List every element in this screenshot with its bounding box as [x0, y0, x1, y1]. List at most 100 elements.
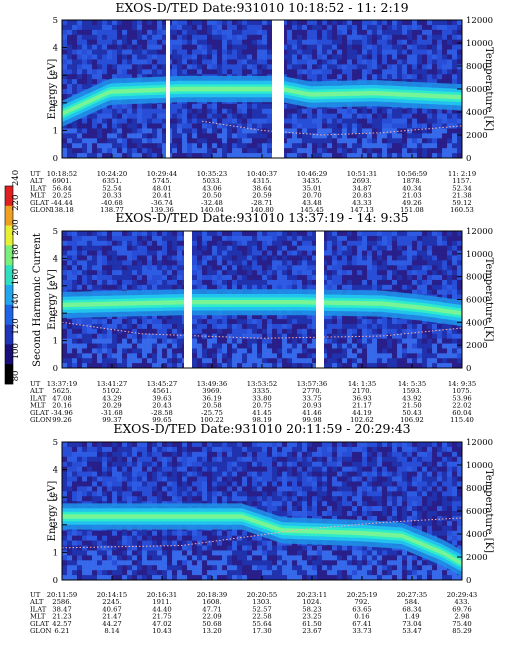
- y2-axis-label: Temperature [K]: [483, 469, 494, 553]
- table-cell: 13:41:27: [97, 380, 128, 388]
- table-cell: 35.01: [302, 184, 321, 192]
- table-row-label: UT: [30, 170, 41, 178]
- table-cell: 138.18: [50, 206, 74, 214]
- y-axis-label: Energy [eV]: [47, 269, 58, 330]
- y-tick-label: 0: [53, 364, 58, 374]
- table-cell: 100.22: [200, 416, 224, 424]
- colorbar-tick-label: 140: [11, 294, 21, 310]
- y2-tick-label: 6000: [466, 507, 488, 517]
- table-cell: 1024.: [302, 598, 321, 606]
- table-cell: 40.34: [402, 184, 421, 192]
- y2-tick-label: 12000: [466, 16, 493, 26]
- orbit-table: UTALTILATMLTGLATGLON20:11:592586.38.4721…: [29, 591, 477, 635]
- table-row-label: UT: [30, 380, 41, 388]
- table-cell: 3335.: [252, 387, 271, 395]
- y2-tick-label: 0: [466, 576, 471, 586]
- y-tick-label: 1: [53, 337, 58, 347]
- table-cell: 1075.: [452, 387, 471, 395]
- table-cell: 63.65: [352, 605, 371, 613]
- table-cell: 20:11:59: [47, 591, 78, 599]
- table-cell: 52.34: [452, 184, 471, 192]
- y2-tick-label: 12000: [466, 438, 493, 448]
- table-cell: 22.58: [252, 613, 271, 621]
- y2-tick-label: 12000: [466, 227, 493, 237]
- table-cell: 20.43: [152, 402, 171, 410]
- colorbar-segment: [5, 324, 13, 345]
- orbit-table: UTALTILATMLTGLATGLON13:37:195625.47.0820…: [29, 380, 476, 424]
- table-cell: 43.33: [352, 199, 371, 207]
- table-cell: 33.75: [302, 394, 321, 402]
- table-cell: 10:56:59: [397, 170, 428, 178]
- table-cell: 21.75: [152, 613, 171, 621]
- table-row-label: GLON: [30, 416, 52, 424]
- y2-tick-label: 8000: [466, 273, 488, 283]
- table-cell: 33.80: [252, 394, 271, 402]
- table-cell: 3435.: [302, 177, 321, 185]
- table-cell: 67.41: [352, 620, 371, 628]
- table-cell: 52.57: [252, 605, 271, 613]
- table-cell: 2586.: [52, 598, 71, 606]
- table-cell: 2693.: [352, 177, 371, 185]
- table-cell: 43.06: [202, 184, 221, 192]
- table-row-label: GLON: [30, 206, 52, 214]
- table-cell: 13:37:19: [47, 380, 78, 388]
- table-cell: 20.41: [152, 192, 171, 200]
- table-cell: 99.98: [302, 416, 321, 424]
- orbit-table: UTALTILATMLTGLATGLON10:18:526901.56.8420…: [29, 170, 476, 214]
- y2-tick-label: 2000: [466, 131, 488, 141]
- table-cell: 22.02: [452, 402, 471, 410]
- y-tick-label: 5: [53, 227, 58, 237]
- table-cell: -36.74: [151, 199, 173, 207]
- table-cell: -44.44: [51, 199, 73, 207]
- colorbar-segment: [5, 304, 13, 325]
- table-cell: 36.93: [352, 394, 371, 402]
- table-cell: 10:18:52: [47, 170, 78, 178]
- table-cell: -32.48: [201, 199, 223, 207]
- table-row-label: GLAT: [30, 620, 49, 628]
- y-tick-label: 1: [53, 126, 58, 136]
- table-cell: 10.43: [152, 627, 171, 635]
- table-cell: 147.13: [350, 206, 374, 214]
- table-cell: 1.49: [404, 613, 419, 621]
- table-cell: 44.40: [152, 605, 171, 613]
- table-cell: 5033.: [202, 177, 221, 185]
- table-row-label: MLT: [30, 613, 46, 621]
- table-row-label: MLT: [30, 402, 46, 410]
- table-cell: 55.64: [252, 620, 271, 628]
- y2-tick-label: 8000: [466, 484, 488, 494]
- table-cell: 21.23: [52, 613, 71, 621]
- colorbar-tick-label: 120: [11, 318, 21, 334]
- table-cell: 23.67: [302, 627, 321, 635]
- table-cell: 52.54: [102, 184, 121, 192]
- colorbar-segment: [5, 344, 13, 365]
- table-cell: 2170.: [352, 387, 371, 395]
- energy-band: [62, 75, 462, 127]
- table-cell: 41.46: [302, 409, 321, 417]
- table-cell: 2245.: [102, 598, 121, 606]
- table-cell: 6.21: [54, 627, 69, 635]
- table-cell: 33.73: [352, 627, 371, 635]
- table-row-label: MLT: [30, 192, 46, 200]
- y-tick-label: 1: [53, 548, 58, 558]
- table-cell: 59.12: [452, 199, 471, 207]
- table-cell: 21.17: [352, 402, 371, 410]
- table-cell: 21.03: [402, 192, 421, 200]
- colorbar-tick-label: 180: [11, 244, 21, 260]
- colorbar-tick-label: 200: [11, 219, 21, 235]
- table-row-label: ALT: [29, 177, 44, 185]
- table-cell: 140.80: [250, 206, 274, 214]
- spectrogram-panel-2: EXOS-D/TED Date:931010 13:37:19 - 14: 9:…: [29, 210, 494, 424]
- table-cell: 44.27: [102, 620, 121, 628]
- y-tick-label: 3: [53, 493, 58, 503]
- colorbar-tick-label: 80: [11, 371, 21, 382]
- y2-tick-label: 10000: [466, 39, 493, 49]
- temperature-curve: [61, 321, 463, 339]
- energy-band: [62, 289, 462, 327]
- table-cell: 58.23: [302, 605, 321, 613]
- table-cell: 5625.: [52, 387, 71, 395]
- colorbar: 80 100 120 140 160 180 200 220 240 Second Harmoni…: [4, 170, 43, 385]
- table-cell: 40.67: [102, 605, 121, 613]
- table-cell: 584.: [404, 598, 419, 606]
- table-cell: 139.36: [150, 206, 174, 214]
